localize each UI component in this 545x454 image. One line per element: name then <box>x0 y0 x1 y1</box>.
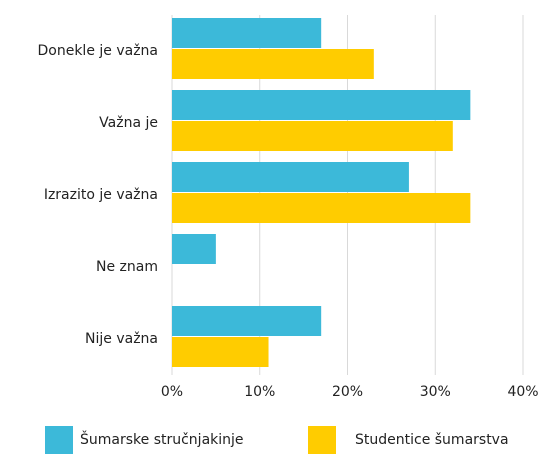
bar <box>172 121 453 151</box>
x-tick-label: 0% <box>161 384 183 400</box>
bar <box>172 337 269 367</box>
y-tick-label: Donekle je važna <box>37 43 158 59</box>
bar <box>172 193 471 223</box>
y-tick-label: Izrazito je važna <box>44 187 158 203</box>
bar <box>172 234 216 264</box>
x-tick-label: 30% <box>420 384 451 400</box>
bar <box>172 49 374 79</box>
legend-swatch <box>308 426 336 454</box>
x-tick-label: 40% <box>507 384 538 400</box>
bar <box>172 306 322 336</box>
x-tick-label: 10% <box>244 384 275 400</box>
bar <box>172 18 322 48</box>
legend-label: Šumarske stručnjakinje <box>80 430 244 448</box>
y-tick-label: Nije važna <box>85 331 158 347</box>
legend-label: Studentice šumarstva <box>355 432 509 448</box>
x-tick-label: 20% <box>332 384 363 400</box>
bar <box>172 162 409 192</box>
y-tick-label: Ne znam <box>96 259 158 275</box>
legend-swatch <box>45 426 73 454</box>
bar <box>172 90 471 120</box>
y-tick-label: Važna je <box>99 115 158 131</box>
